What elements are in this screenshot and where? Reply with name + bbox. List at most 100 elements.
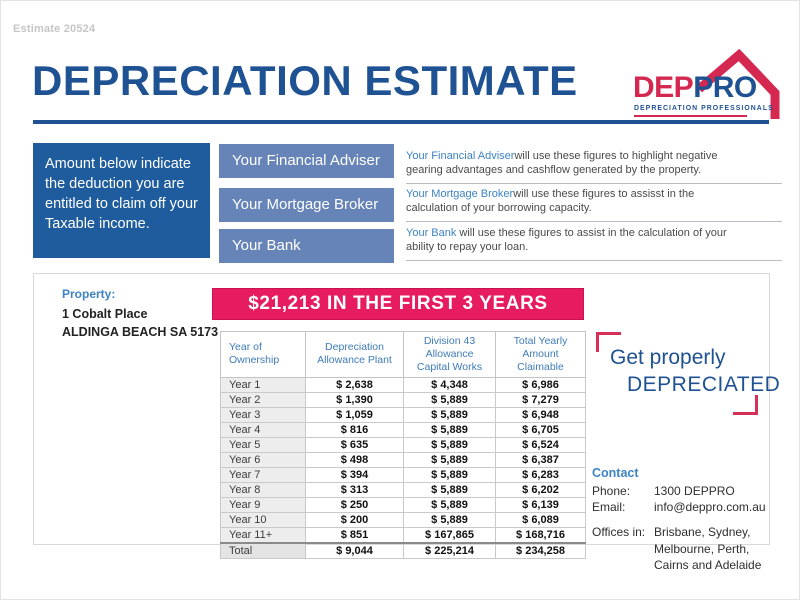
table-row: Year 4 $ 816 $ 5,889 $ 6,705	[220, 422, 586, 439]
table-row: Year 7 $ 394 $ 5,889 $ 6,283	[220, 467, 586, 484]
email-value: info@deppro.com.au	[654, 500, 766, 515]
title-divider	[33, 120, 769, 124]
depreciation-table-header: Year of Ownership Depreciation Allowance…	[220, 330, 586, 379]
logo-text-dep: DEP	[633, 71, 694, 104]
table-row: Year 9 $ 250 $ 5,889 $ 6,139	[220, 497, 586, 514]
property-label: Property:	[62, 287, 116, 301]
quote-bracket-top-left-icon	[596, 332, 621, 352]
year-cell: Year 3	[220, 407, 306, 424]
column-header-total: Total Yearly Amount Claimable	[495, 330, 586, 379]
amount-cell: $ 234,258	[495, 542, 586, 560]
amount-cell: $ 5,889	[403, 437, 496, 454]
amount-cell: $ 9,044	[305, 542, 404, 560]
table-row: Year 8 $ 313 $ 5,889 $ 6,202	[220, 482, 586, 499]
adviser-description-lead: Your Financial Adviser	[406, 150, 515, 162]
year-cell: Year 7	[220, 467, 306, 484]
table-row: Total $ 9,044 $ 225,214 $ 234,258	[220, 542, 586, 560]
amount-cell: $ 6,986	[495, 377, 586, 394]
amount-cell: $ 167,865	[403, 527, 496, 544]
amount-cell: $ 6,705	[495, 422, 586, 439]
email-label: Email:	[592, 500, 626, 515]
amount-cell: $ 1,059	[305, 407, 404, 424]
amount-cell: $ 851	[305, 527, 404, 544]
adviser-bar-financial-adviser: Your Financial Adviser	[219, 144, 394, 178]
adviser-bar-mortgage-broker: Your Mortgage Broker	[219, 188, 394, 222]
table-row: Year 2 $ 1,390 $ 5,889 $ 7,279	[220, 392, 586, 409]
estimate-panel: Property: 1 Cobalt Place ALDINGA BEACH S…	[33, 273, 780, 572]
amount-cell: $ 5,889	[403, 392, 496, 409]
table-header-row: Year of Ownership Depreciation Allowance…	[220, 330, 586, 379]
amount-cell: $ 4,348	[403, 377, 496, 394]
phone-label: Phone:	[592, 484, 631, 498]
year-cell: Year 8	[220, 482, 306, 499]
intro-text-box: Amount below indicate the deduction you …	[33, 143, 210, 258]
adviser-bar-bank: Your Bank	[219, 229, 394, 263]
headline-banner: $21,213 IN THE FIRST 3 YEARS	[212, 288, 584, 320]
amount-cell: $ 6,283	[495, 467, 586, 484]
amount-cell: $ 1,390	[305, 392, 404, 409]
table-row: Year 1 $ 2,638 $ 4,348 $ 6,986	[220, 377, 586, 394]
offices-label: Offices in:	[592, 525, 646, 540]
logo-text-pro: PRO	[693, 71, 757, 104]
adviser-description-lead: Your Mortgage Broker	[406, 188, 514, 200]
amount-cell: $ 5,889	[403, 482, 496, 499]
amount-cell: $ 250	[305, 497, 404, 514]
contact-phone-row: Phone: 1300 DEPPRO	[592, 483, 768, 499]
amount-cell: $ 2,638	[305, 377, 404, 394]
quote-bracket-bottom-right-icon	[733, 395, 758, 415]
amount-cell: $ 5,889	[403, 467, 496, 484]
amount-cell: $ 313	[305, 482, 404, 499]
amount-cell: $ 5,889	[403, 497, 496, 514]
amount-cell: $ 394	[305, 467, 404, 484]
table-row: Year 11+ $ 851 $ 167,865 $ 168,716	[220, 527, 586, 544]
amount-cell: $ 6,948	[495, 407, 586, 424]
year-cell: Year 5	[220, 437, 306, 454]
adviser-description-bank: Your Bank will use these figures to assi…	[406, 227, 782, 261]
amount-cell: $ 5,889	[403, 407, 496, 424]
year-cell: Year 11+	[220, 527, 306, 544]
contact-heading: Contact	[592, 466, 639, 480]
table-row: Year 3 $ 1,059 $ 5,889 $ 6,948	[220, 407, 586, 424]
amount-cell: $ 6,139	[495, 497, 586, 514]
table-row: Year 6 $ 498 $ 5,889 $ 6,387	[220, 452, 586, 469]
estimate-number: Estimate 20524	[13, 23, 96, 35]
adviser-description-text: will use these figures to assisst in the…	[406, 188, 695, 214]
amount-cell: $ 6,202	[495, 482, 586, 499]
table-row: Year 10 $ 200 $ 5,889 $ 6,089	[220, 512, 586, 529]
year-cell: Year 1	[220, 377, 306, 394]
amount-cell: $ 5,889	[403, 422, 496, 439]
amount-cell: $ 5,889	[403, 512, 496, 529]
slogan-line2: DEPRECIATED	[627, 373, 781, 396]
property-address-line1: 1 Cobalt Place	[62, 307, 148, 321]
year-cell: Year 10	[220, 512, 306, 529]
year-cell: Year 6	[220, 452, 306, 469]
contact-email-row: Email: info@deppro.com.au	[592, 499, 768, 515]
house-roof-icon	[696, 49, 780, 119]
slogan-line1: Get properly	[610, 346, 726, 369]
year-cell: Year 9	[220, 497, 306, 514]
contact-offices-row: Offices in: Brisbane, Sydney, Melbourne,…	[592, 524, 768, 573]
amount-cell: $ 200	[305, 512, 404, 529]
contact-block: Contact Phone: 1300 DEPPRO Email: info@d…	[592, 466, 768, 573]
column-header-capital-works: Division 43 Allowance Capital Works	[403, 330, 496, 379]
amount-cell: $ 6,524	[495, 437, 586, 454]
logo-tagline-underline	[634, 115, 747, 117]
depreciation-table-body: Year 1 $ 2,638 $ 4,348 $ 6,986 Year 2 $ 1,390…	[220, 377, 586, 560]
amount-cell: $ 168,716	[495, 527, 586, 544]
column-header-year: Year of Ownership	[220, 330, 306, 379]
amount-cell: $ 6,089	[495, 512, 586, 529]
year-cell: Year 4	[220, 422, 306, 439]
deppro-logo: DEPPRO DEPRECIATION PROFESSIONALS	[601, 43, 781, 121]
year-cell: Total	[220, 542, 306, 560]
amount-cell: $ 7,279	[495, 392, 586, 409]
year-cell: Year 2	[220, 392, 306, 409]
depreciation-table: Year of Ownership Depreciation Allowance…	[220, 330, 586, 560]
phone-value: 1300 DEPPRO	[654, 484, 735, 498]
amount-cell: $ 816	[305, 422, 404, 439]
amount-cell: $ 225,214	[403, 542, 496, 560]
logo-wordmark: DEPPRO	[633, 71, 757, 105]
logo-tagline: DEPRECIATION PROFESSIONALS	[634, 105, 774, 112]
amount-cell: $ 5,889	[403, 452, 496, 469]
amount-cell: $ 635	[305, 437, 404, 454]
